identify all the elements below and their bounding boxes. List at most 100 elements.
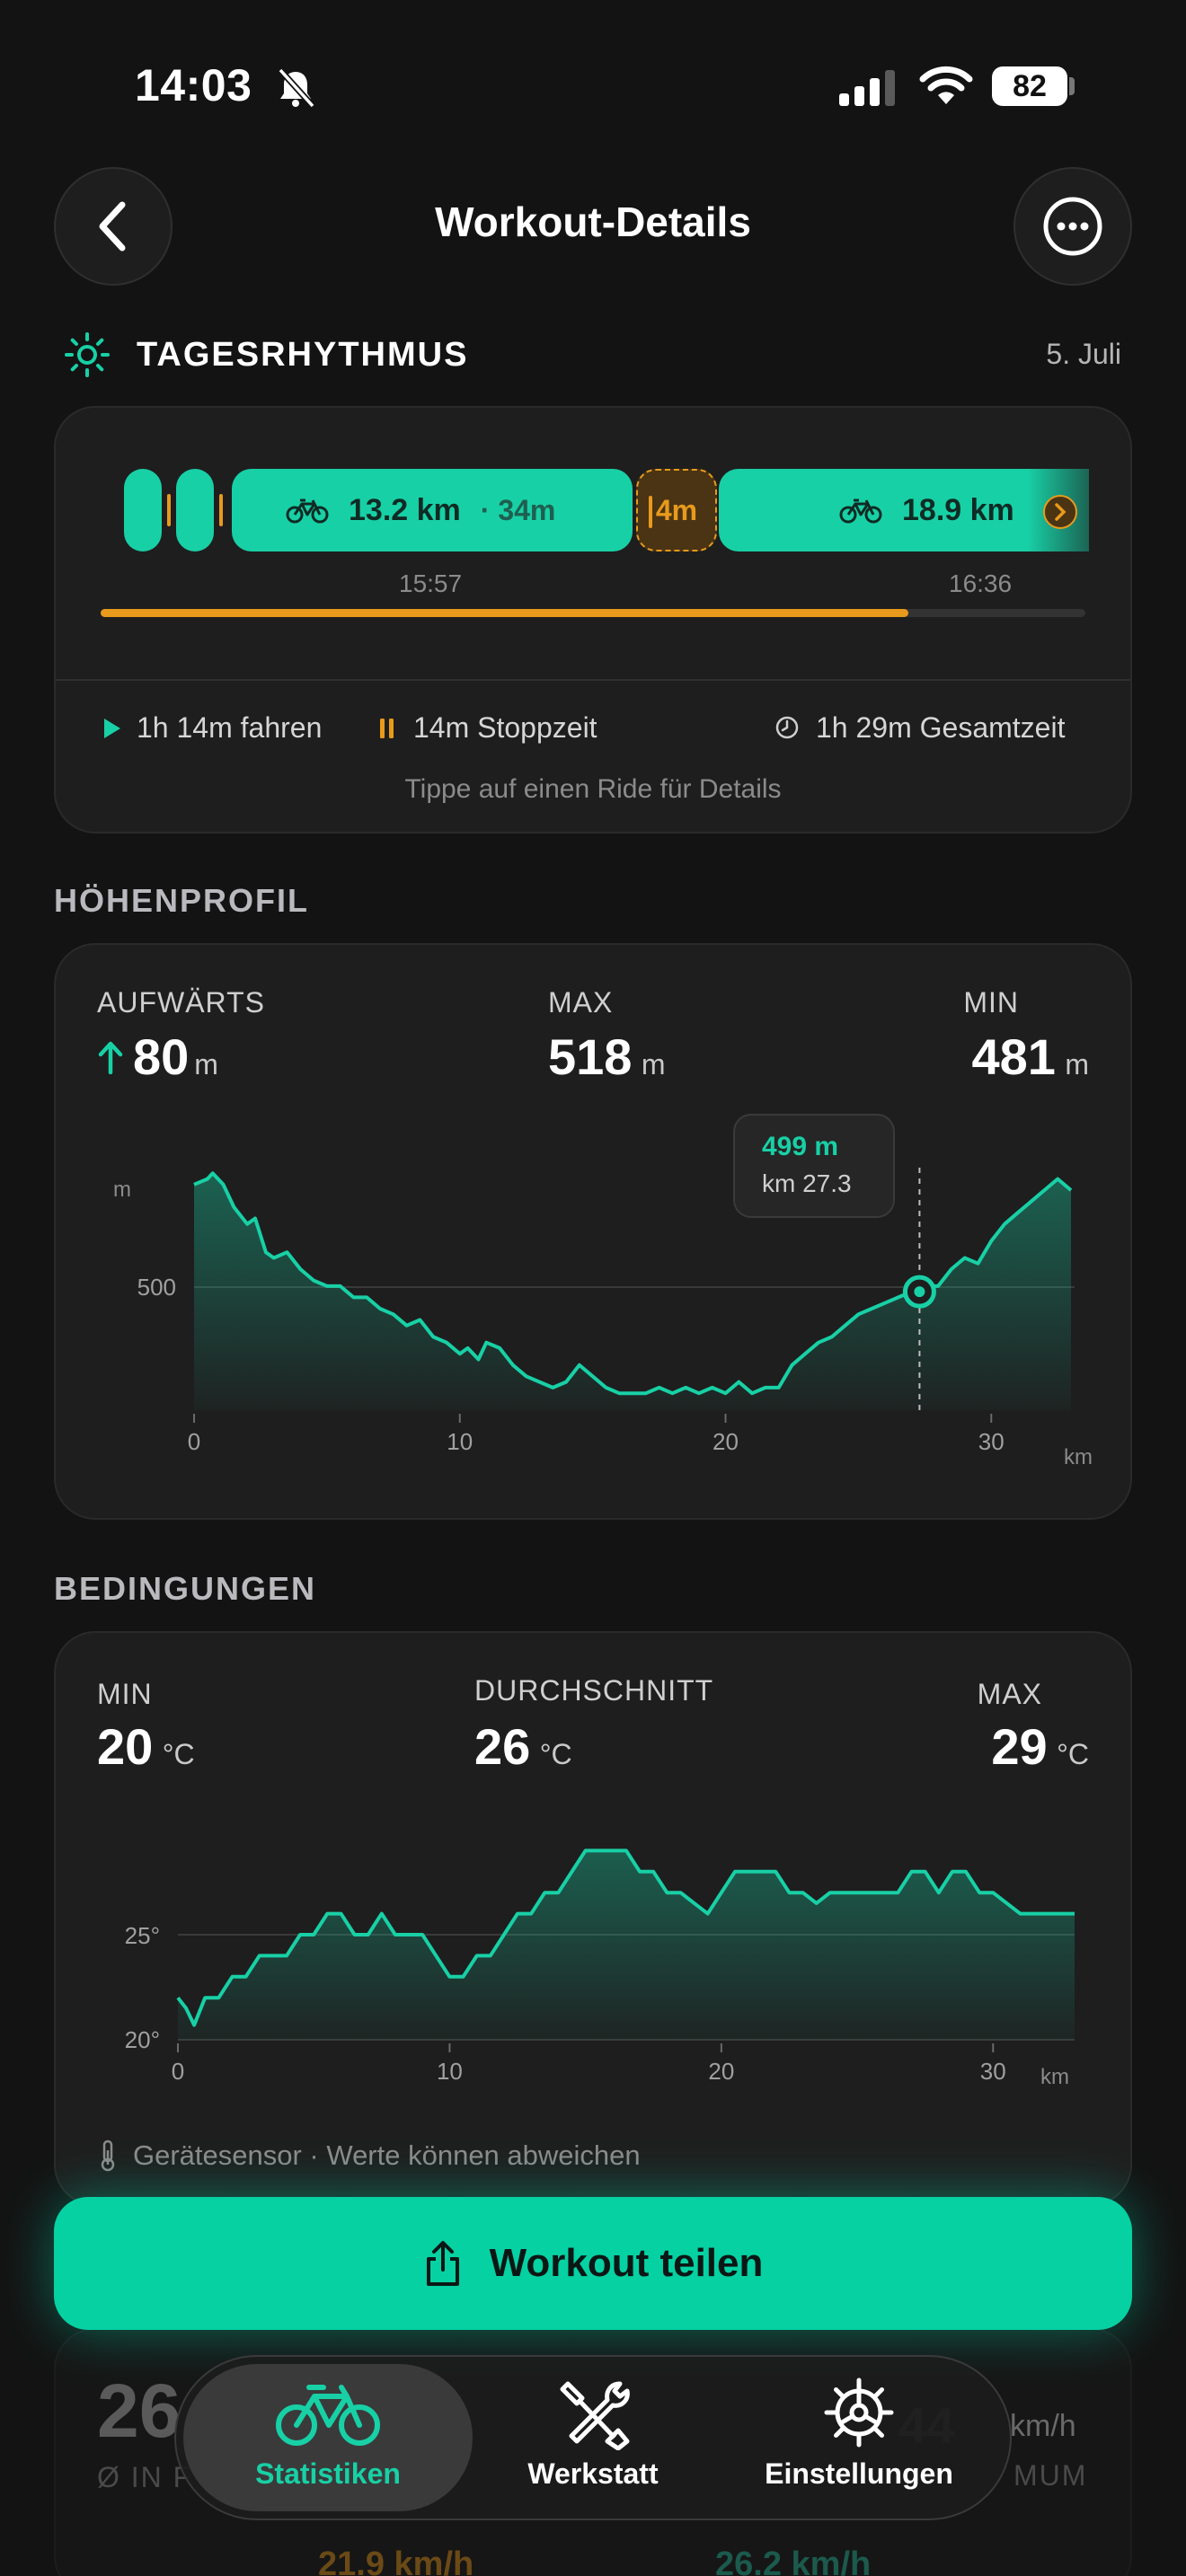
timeline-clip: 13.2 km · 34m 4m 18.9 km — [122, 469, 1089, 551]
elevation-up-label: AUFWÄRTS — [97, 986, 265, 1019]
page-title: Workout-Details — [435, 198, 751, 245]
temperature-area — [178, 1850, 1075, 2040]
elevation-max-stat: 518 m — [548, 1028, 666, 1086]
battery-indicator: 82 — [992, 66, 1067, 106]
max-speed-unit: km/h — [1010, 2409, 1076, 2443]
elevation-marker-dot — [914, 1286, 925, 1298]
temp-max-value: 29 — [991, 1718, 1048, 1775]
elevation-up-unit: m — [194, 1048, 218, 1081]
play-icon — [104, 719, 120, 738]
elevation-x-tick-label: 0 — [188, 1428, 200, 1455]
temp-max-unit: °C — [1057, 1738, 1089, 1770]
bike-icon — [286, 498, 329, 524]
temp-avg-stat: 26 °C — [474, 1717, 572, 1776]
tooltip-km: km 27.3 — [762, 1169, 852, 1197]
bell-slash-icon — [278, 67, 315, 109]
elevation-up-value: 80 — [133, 1028, 190, 1085]
elevation-section-title: HÖHENPROFIL — [54, 882, 310, 919]
tab-statistiken-label: Statistiken — [255, 2457, 401, 2490]
temp-y-tick-25: 25° — [125, 1922, 160, 1949]
ride-2-distance: 18.9 km — [902, 492, 1014, 527]
temp-avg-unit: °C — [539, 1738, 572, 1770]
elevation-max-label: MAX — [548, 986, 614, 1019]
tools-icon — [560, 2381, 630, 2450]
elevation-max-unit: m — [641, 1048, 666, 1081]
tab-einstellungen[interactable]: Einstellungen — [715, 2364, 1003, 2511]
tooltip-value: 499 m — [762, 1132, 839, 1161]
temp-x-tick-label: 10 — [437, 2058, 463, 2085]
elevation-x-unit: km — [1064, 1445, 1093, 1469]
temp-avg-value: 26 — [474, 1718, 531, 1775]
temp-min-stat: 20 °C — [97, 1717, 195, 1776]
elevation-x-tick-label: 30 — [978, 1428, 1005, 1455]
elevation-area — [194, 1173, 1071, 1410]
speed-stat-left: 21.9 km/h — [318, 2545, 474, 2576]
tab-werkstatt[interactable]: Werkstatt — [473, 2364, 713, 2511]
temp-min-value: 20 — [97, 1718, 154, 1775]
elevation-min-stat: 481 m — [971, 1028, 1089, 1086]
share-workout-button[interactable]: Workout teilen — [54, 2197, 1132, 2330]
clock-icon — [775, 716, 799, 739]
temp-min-label: MIN — [97, 1678, 153, 1710]
tab-einstellungen-label: Einstellungen — [765, 2457, 953, 2490]
speed-stat-right: 26.2 km/h — [715, 2545, 872, 2576]
more-options-button[interactable] — [1013, 167, 1132, 286]
temp-max-stat: 29 °C — [991, 1717, 1089, 1776]
rhythm-divider — [56, 679, 1130, 681]
elevation-tooltip: 499 m km 27.3 — [733, 1114, 895, 1218]
time-start: 15:57 — [399, 569, 463, 597]
temperature-chart[interactable]: 25° 20° 0 10 20 30 km — [54, 1814, 1132, 2102]
stop-marker — [649, 496, 652, 528]
ellipsis-circle-icon — [1043, 197, 1102, 256]
total-time: 1h 29m Gesamtzeit — [816, 711, 1066, 744]
rhythm-title: TAGESRHYTHMUS — [137, 336, 469, 374]
cellular-signal-icon — [839, 70, 895, 106]
ride-segment-2[interactable]: 18.9 km — [719, 469, 1089, 551]
bike-icon — [839, 498, 882, 524]
elevation-y-unit: m — [113, 1178, 131, 1202]
ride-segment-short-2[interactable] — [176, 469, 214, 551]
sun-icon — [65, 332, 110, 377]
rhythm-hint: Tippe auf einen Ride für Details — [404, 774, 782, 804]
temp-x-unit: km — [1040, 2065, 1069, 2089]
elevation-min-label: MIN — [963, 986, 1019, 1019]
temp-min-unit: °C — [162, 1738, 195, 1770]
elevation-x-tick-label: 20 — [712, 1428, 739, 1455]
ride-time: 1h 14m fahren — [137, 711, 323, 744]
tab-active-highlight — [183, 2364, 473, 2511]
elevation-x-tick-label: 10 — [447, 1428, 473, 1455]
chevron-left-icon — [99, 201, 126, 251]
scroll-more-icon — [1043, 495, 1077, 529]
temp-x-tick-label: 30 — [980, 2058, 1006, 2085]
max-speed-label: MUM — [1013, 2459, 1088, 2492]
share-button-label: Workout teilen — [489, 2241, 764, 2285]
arrow-up-icon — [98, 1041, 123, 1074]
stop-duration: 4m — [655, 493, 698, 526]
wifi-icon — [919, 66, 973, 104]
avg-speed-value: 26 — [97, 2369, 181, 2453]
elevation-min-value: 481 — [971, 1028, 1056, 1085]
back-button[interactable] — [54, 167, 173, 286]
ride-1-duration: · 34m — [480, 493, 556, 526]
stop-marker — [219, 494, 223, 526]
elevation-chart[interactable]: m 500 0 10 20 30 km — [54, 1096, 1132, 1491]
avg-speed-label: Ø IN F — [97, 2461, 193, 2493]
ride-segment-short-1[interactable] — [124, 469, 162, 551]
rhythm-date: 5. Juli — [1046, 338, 1121, 370]
status-time: 14:03 — [135, 60, 252, 110]
temperature-line — [176, 1848, 1075, 2027]
tab-statistiken[interactable]: Statistiken — [183, 2364, 473, 2511]
share-icon — [426, 2241, 459, 2286]
progress-fill — [101, 609, 908, 617]
stop-marker — [167, 494, 171, 526]
stop-segment[interactable]: 4m — [636, 469, 717, 551]
ride-segment-1[interactable]: 13.2 km · 34m — [232, 469, 633, 551]
ride-1-distance: 13.2 km — [349, 492, 461, 527]
conditions-section-title: BEDINGUNGEN — [54, 1570, 317, 1607]
thermometer-icon — [101, 2139, 115, 2172]
elevation-y-tick-500: 500 — [137, 1274, 176, 1301]
temp-x-tick-label: 0 — [172, 2058, 184, 2085]
elevation-min-unit: m — [1065, 1048, 1089, 1081]
time-end: 16:36 — [949, 569, 1013, 597]
gear-icon — [824, 2378, 894, 2448]
